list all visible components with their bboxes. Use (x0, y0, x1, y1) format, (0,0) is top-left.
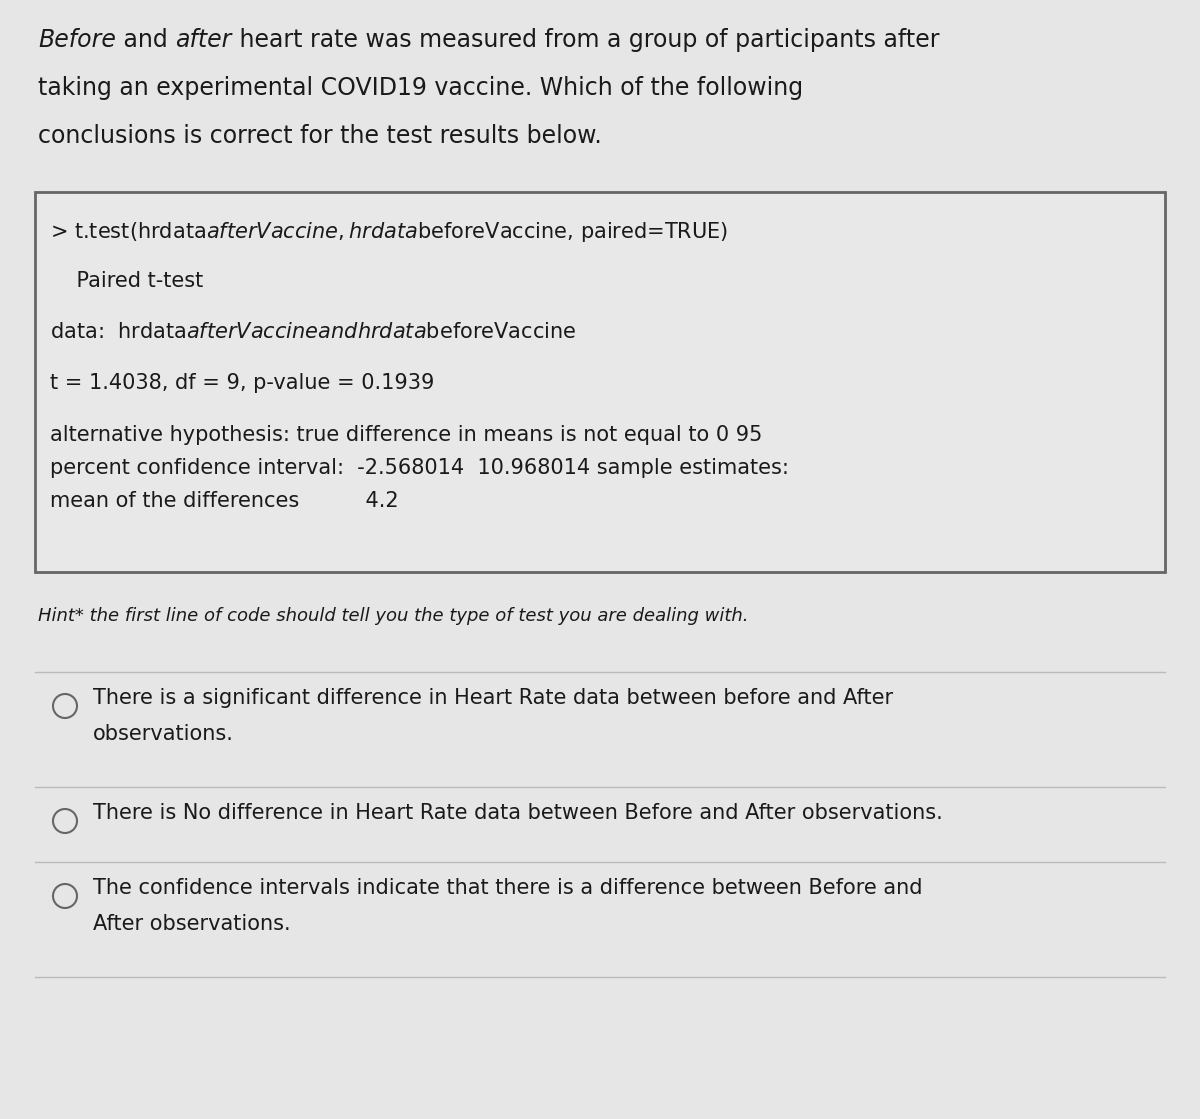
Text: conclusions is correct for the test results below.: conclusions is correct for the test resu… (38, 124, 601, 148)
Text: observations.: observations. (94, 724, 234, 744)
Text: The confidence intervals indicate that there is a difference between Before and: The confidence intervals indicate that t… (94, 878, 923, 899)
Text: percent confidence interval:  -2.568014  10.968014 sample estimates:: percent confidence interval: -2.568014 1… (50, 458, 788, 478)
Text: After observations.: After observations. (94, 914, 290, 934)
Text: heart rate was measured from a group of participants after: heart rate was measured from a group of … (232, 28, 940, 51)
Text: alternative hypothesis: true difference in means is not equal to 0 95: alternative hypothesis: true difference … (50, 424, 762, 444)
Text: taking an experimental COVID19 vaccine. Which of the following: taking an experimental COVID19 vaccine. … (38, 76, 803, 100)
Text: Hint* the first line of code should tell you the type of test you are dealing wi: Hint* the first line of code should tell… (38, 606, 749, 626)
Text: t = 1.4038, df = 9, p-value = 0.1939: t = 1.4038, df = 9, p-value = 0.1939 (50, 374, 434, 394)
Text: and: and (116, 28, 175, 51)
FancyBboxPatch shape (35, 192, 1165, 572)
Text: There is a significant difference in Heart Rate data between before and After: There is a significant difference in Hea… (94, 688, 893, 708)
Text: There is No difference in Heart Rate data between Before and After observations.: There is No difference in Heart Rate dat… (94, 803, 943, 822)
Text: Paired t-test: Paired t-test (50, 271, 203, 291)
Text: Before: Before (38, 28, 116, 51)
Text: data:  hrdata$afterVaccine and hrdata$beforeVaccine: data: hrdata$afterVaccine and hrdata$bef… (50, 322, 576, 342)
Text: mean of the differences          4.2: mean of the differences 4.2 (50, 490, 398, 510)
Text: > t.test(hrdata$afterVaccine, hrdata$beforeVaccine, paired=TRUE): > t.test(hrdata$afterVaccine, hrdata$bef… (50, 220, 728, 244)
Text: after: after (175, 28, 232, 51)
